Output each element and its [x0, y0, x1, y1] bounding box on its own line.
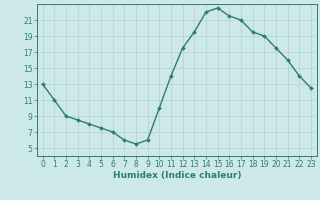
X-axis label: Humidex (Indice chaleur): Humidex (Indice chaleur): [113, 171, 241, 180]
